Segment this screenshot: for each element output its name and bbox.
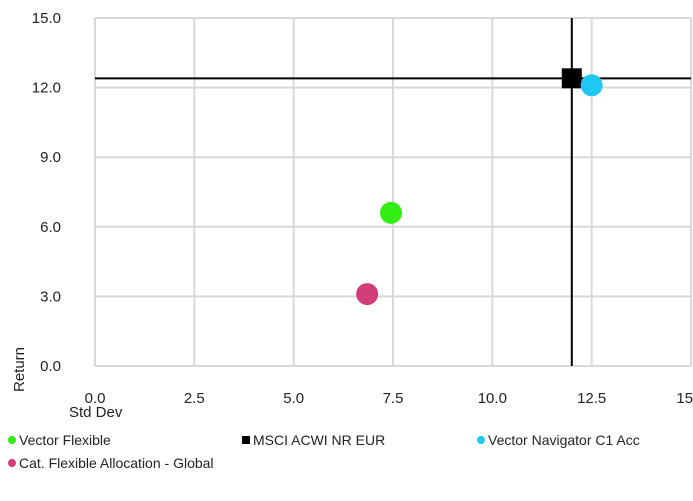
point-vector-flexible: [380, 201, 403, 224]
x-tick-label: 12.5: [577, 390, 606, 407]
point-msci-acwi-nr-eur: [561, 68, 582, 89]
x-tick-label: 2.5: [184, 390, 205, 407]
legend-marker: [8, 459, 16, 467]
legend-item-msci-acwi: MSCI ACWI NR EUR: [242, 432, 385, 448]
y-tick-label: 15.0: [32, 10, 61, 27]
x-tick-label: 15.0: [676, 390, 693, 407]
legend-marker: [242, 436, 250, 444]
y-tick-label: 12.0: [32, 80, 61, 97]
x-tick-label: 5.0: [283, 390, 304, 407]
y-axis-title: Return: [11, 347, 28, 392]
y-tick-labels: 0.0 3.0 6.0 9.0 12.0 15.0: [32, 10, 61, 375]
legend-marker: [8, 436, 16, 444]
scatter-chart: 0.0 2.5 5.0 7.5 10.0 12.5 15.0 0.0 3.0 6.0 9.0 12.…: [11, 10, 693, 421]
legend-marker: [477, 436, 485, 444]
data-points: [356, 68, 603, 306]
legend-label: MSCI ACWI NR EUR: [253, 432, 386, 448]
y-tick-label: 9.0: [40, 149, 61, 166]
legend-label: Vector Flexible: [19, 432, 111, 448]
legend-item-vector-flexible: Vector Flexible: [8, 432, 111, 448]
y-tick-label: 0.0: [40, 358, 61, 375]
x-tick-label: 7.5: [383, 390, 404, 407]
x-tick-label: 10.0: [478, 390, 507, 407]
x-tick-label: 0.0: [85, 390, 106, 407]
point-vector-navigator-c1-acc: [580, 74, 603, 97]
y-tick-label: 6.0: [40, 219, 61, 236]
legend-item-cat-flexible-allocation: Cat. Flexible Allocation - Global: [8, 455, 214, 471]
legend-label: Vector Navigator C1 Acc: [488, 432, 640, 448]
legend-label: Cat. Flexible Allocation - Global: [19, 455, 214, 471]
y-tick-label: 3.0: [40, 288, 61, 305]
legend-item-vector-navigator: Vector Navigator C1 Acc: [477, 432, 640, 448]
legend: Vector Flexible MSCI ACWI NR EUR Vector …: [0, 428, 693, 501]
point-cat-flexible-allocation-global: [356, 283, 379, 306]
grid-lines: [94, 17, 692, 367]
x-axis-title: Std Dev: [69, 404, 123, 421]
x-tick-labels: 0.0 2.5 5.0 7.5 10.0 12.5 15.0: [85, 390, 693, 407]
